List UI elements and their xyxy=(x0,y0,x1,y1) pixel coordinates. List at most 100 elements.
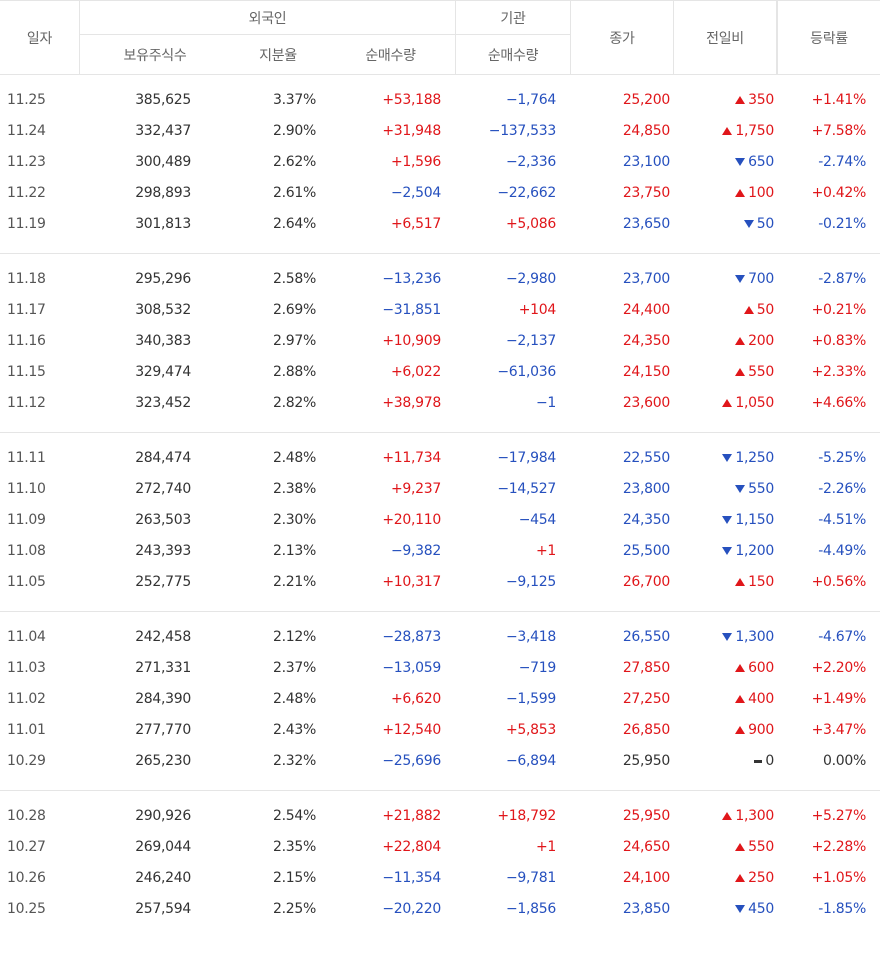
cell-close: 24,350 xyxy=(622,512,670,528)
cell-rate: +0.56% xyxy=(811,574,867,590)
cell-date: 11.15 xyxy=(7,364,46,380)
table-row: 11.24 332,437 2.90% +31,948 −137,533 24,850 1,… xyxy=(0,116,880,147)
row-group: 11.11 284,474 2.48% +11,734 −17,984 22,550 1,2… xyxy=(0,433,880,612)
cell-close: 24,100 xyxy=(622,870,670,886)
cell-holdings: 295,296 xyxy=(135,271,191,287)
cell-holdings: 242,458 xyxy=(135,629,191,645)
cell-holdings: 385,625 xyxy=(135,92,191,108)
cell-foreign-net: +38,978 xyxy=(382,395,441,411)
cell-change: 150 xyxy=(735,574,774,590)
table-row: 11.08 243,393 2.13% −9,382 +1 25,500 1,200 -4.4… xyxy=(0,536,880,567)
cell-holdings: 271,331 xyxy=(135,660,191,676)
cell-foreign-net: +21,882 xyxy=(382,808,441,824)
cell-change: 1,250 xyxy=(722,450,774,466)
cell-date: 11.09 xyxy=(7,512,46,528)
cell-date: 11.05 xyxy=(7,574,46,590)
cell-holdings: 301,813 xyxy=(135,216,191,232)
cell-close: 22,550 xyxy=(622,450,670,466)
cell-rate: +2.20% xyxy=(811,660,867,676)
cell-change: 50 xyxy=(743,302,774,318)
cell-inst-net: −14,527 xyxy=(497,481,556,497)
cell-rate: +3.47% xyxy=(811,722,867,738)
table-row: 11.16 340,383 2.97% +10,909 −2,137 24,350 200 +… xyxy=(0,326,880,357)
cell-holdings: 284,390 xyxy=(135,691,191,707)
table-row: 11.09 263,503 2.30% +20,110 −454 24,350 1,150 -… xyxy=(0,505,880,536)
table-row: 11.23 300,489 2.62% +1,596 −2,336 23,100 650 -2… xyxy=(0,147,880,178)
cell-ratio: 2.43% xyxy=(273,722,316,738)
cell-ratio: 2.58% xyxy=(273,271,316,287)
cell-ratio: 2.48% xyxy=(273,450,316,466)
cell-ratio: 2.21% xyxy=(273,574,316,590)
triangle-down-icon xyxy=(735,485,746,493)
cell-holdings: 298,893 xyxy=(135,185,191,201)
cell-change: 50 xyxy=(743,216,775,232)
change-value: 150 xyxy=(748,574,774,590)
cell-holdings: 269,044 xyxy=(135,839,191,855)
triangle-down-icon xyxy=(735,275,746,283)
cell-holdings: 272,740 xyxy=(135,481,191,497)
cell-inst-net: +1 xyxy=(535,839,556,855)
cell-inst-net: −2,980 xyxy=(505,271,556,287)
cell-close: 27,850 xyxy=(622,660,670,676)
cell-close: 26,700 xyxy=(622,574,670,590)
cell-ratio: 2.38% xyxy=(273,481,316,497)
cell-date: 11.25 xyxy=(7,92,46,108)
header-foreign: 외국인 xyxy=(80,1,456,35)
table-row: 10.28 290,926 2.54% +21,882 +18,792 25,950 1,3… xyxy=(0,801,880,832)
table-row: 11.10 272,740 2.38% +9,237 −14,527 23,800 550 -… xyxy=(0,474,880,505)
cell-close: 25,950 xyxy=(622,808,670,824)
change-value: 1,300 xyxy=(735,808,774,824)
cell-change: 350 xyxy=(735,92,774,108)
cell-close: 26,550 xyxy=(622,629,670,645)
change-value: 700 xyxy=(748,271,774,287)
cell-date: 11.18 xyxy=(7,271,46,287)
cell-change: 650 xyxy=(735,154,774,170)
change-value: 350 xyxy=(748,92,774,108)
cell-date: 11.03 xyxy=(7,660,46,676)
cell-date: 11.02 xyxy=(7,691,46,707)
table-row: 10.26 246,240 2.15% −11,354 −9,781 24,100 250 +… xyxy=(0,863,880,894)
triangle-up-icon xyxy=(735,695,746,703)
cell-inst-net: +18,792 xyxy=(497,808,556,824)
cell-rate: -0.21% xyxy=(818,216,866,232)
cell-ratio: 2.97% xyxy=(273,333,316,349)
cell-ratio: 2.15% xyxy=(273,870,316,886)
change-value: 550 xyxy=(748,364,774,380)
cell-holdings: 308,532 xyxy=(135,302,191,318)
cell-rate: -5.25% xyxy=(818,450,866,466)
change-value: 50 xyxy=(756,216,775,232)
cell-inst-net: −1,856 xyxy=(505,901,556,917)
cell-ratio: 2.54% xyxy=(273,808,316,824)
cell-inst-net: +1 xyxy=(535,543,556,559)
table-body: 11.25 385,625 3.37% +53,188 −1,764 25,200 350 +… xyxy=(0,75,880,938)
cell-foreign-net: −13,236 xyxy=(382,271,441,287)
cell-close: 26,850 xyxy=(622,722,670,738)
cell-date: 11.04 xyxy=(7,629,46,645)
triangle-down-icon xyxy=(722,633,733,641)
header-inst-net: 순매수량 xyxy=(456,35,571,74)
cell-change: 450 xyxy=(735,901,774,917)
cell-change: 1,300 xyxy=(722,629,774,645)
cell-change: 1,050 xyxy=(722,395,774,411)
change-value: 200 xyxy=(748,333,774,349)
cell-date: 10.26 xyxy=(7,870,46,886)
cell-close: 25,950 xyxy=(622,753,670,769)
cell-close: 24,850 xyxy=(622,123,670,139)
table-row: 11.12 323,452 2.82% +38,978 −1 23,600 1,050 +4.… xyxy=(0,388,880,419)
cell-close: 24,400 xyxy=(622,302,670,318)
cell-foreign-net: +10,317 xyxy=(382,574,441,590)
cell-inst-net: −2,336 xyxy=(505,154,556,170)
table-row: 10.25 257,594 2.25% −20,220 −1,856 23,850 450 -… xyxy=(0,894,880,925)
cell-rate: -1.85% xyxy=(818,901,866,917)
cell-rate: +5.27% xyxy=(811,808,867,824)
triangle-up-icon xyxy=(743,306,754,314)
cell-foreign-net: −2,504 xyxy=(390,185,441,201)
cell-inst-net: −1,764 xyxy=(505,92,556,108)
row-group: 11.25 385,625 3.37% +53,188 −1,764 25,200 350 +… xyxy=(0,75,880,254)
cell-close: 23,650 xyxy=(622,216,670,232)
cell-rate: +2.28% xyxy=(811,839,867,855)
cell-inst-net: −1 xyxy=(535,395,556,411)
cell-foreign-net: +20,110 xyxy=(382,512,441,528)
cell-foreign-net: +12,540 xyxy=(382,722,441,738)
cell-foreign-net: +1,596 xyxy=(390,154,441,170)
